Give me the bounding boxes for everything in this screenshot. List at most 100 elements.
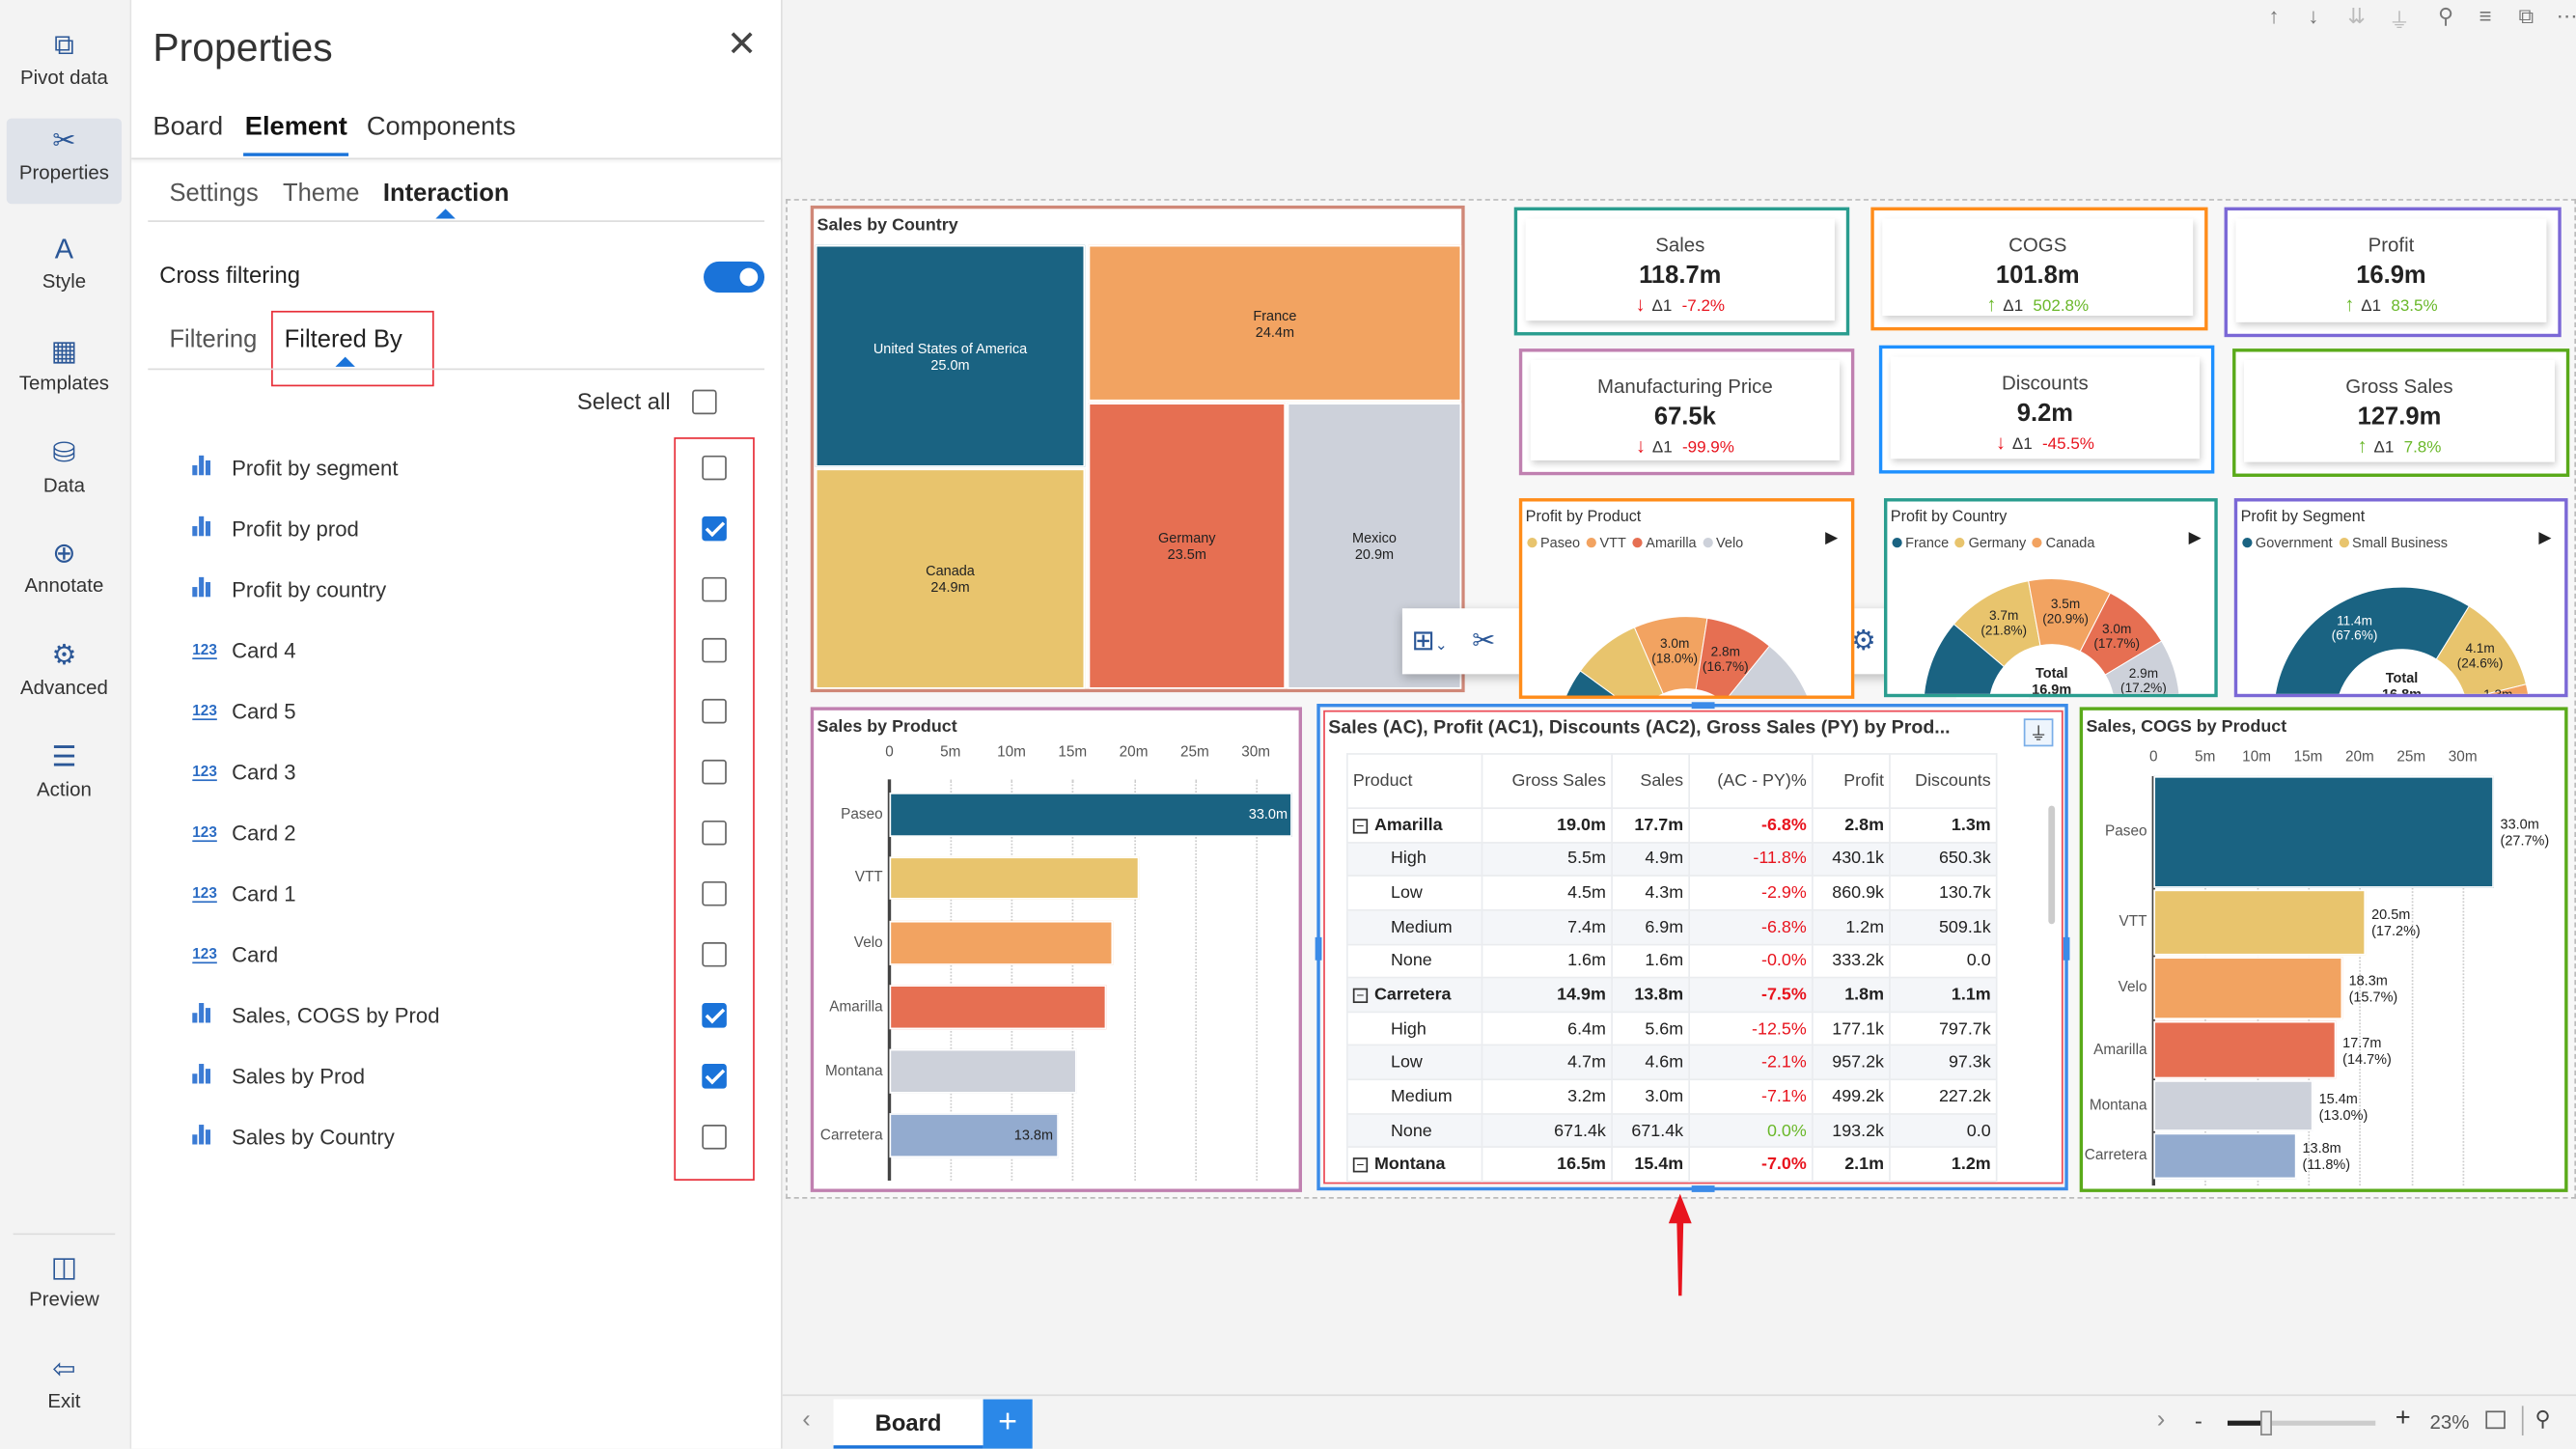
add-widget-icon[interactable]: ⊞⌄: [1411, 625, 1448, 656]
bar[interactable]: [2153, 775, 2494, 888]
resize-handle[interactable]: [1691, 702, 1715, 710]
donut-chart[interactable]: Profit by Product Paseo VTT Amarilla Velo ▶ 3.…: [1518, 498, 1855, 699]
rail-item-action[interactable]: ☰ Action: [7, 735, 122, 821]
column-header[interactable]: Discounts: [1889, 753, 1998, 810]
rail-item-preview[interactable]: ◫ Preview: [7, 1244, 122, 1330]
filter-item-checkbox[interactable]: [702, 637, 727, 663]
legend-item[interactable]: Amarilla: [1632, 535, 1697, 551]
bar[interactable]: [2153, 1132, 2296, 1180]
sales-by-product-chart[interactable]: Sales by Product 0 5m 10m 15m 20m 25m 30m Paseo 3…: [810, 707, 1303, 1192]
bar[interactable]: [889, 1113, 1059, 1158]
sales-cogs-by-product-chart[interactable]: Sales, COGS by Product 0 5m 10m 15m 20m 25m 30m…: [2079, 707, 2568, 1192]
tab-board-page[interactable]: Board: [833, 1399, 983, 1449]
bar[interactable]: [889, 856, 1140, 900]
legend-next-icon[interactable]: ▶: [2188, 529, 2202, 548]
tab-filtering[interactable]: Filtering: [169, 325, 258, 354]
legend-item[interactable]: France: [1892, 535, 1949, 551]
table-row[interactable]: − Amarilla 19.0m 17.7m -6.8% 2.8m 1.3m: [1345, 807, 1998, 844]
legend-item[interactable]: Small Business: [2339, 535, 2448, 551]
filter-item-checkbox[interactable]: [702, 759, 727, 785]
tab-board[interactable]: Board: [152, 113, 224, 142]
properties-icon[interactable]: ✂: [1472, 625, 1496, 656]
bar[interactable]: [2153, 889, 2366, 956]
table-row[interactable]: Low 4.5m 4.3m -2.9% 860.9k 130.7k: [1345, 875, 1998, 911]
zoom-in-button[interactable]: +: [2395, 1404, 2411, 1433]
move-down-icon[interactable]: ↓: [2308, 3, 2319, 28]
resize-handle[interactable]: [2063, 936, 2070, 961]
legend-item[interactable]: Germany: [1955, 535, 2026, 551]
zoom-out-button[interactable]: -: [2194, 1407, 2202, 1435]
move-bottom-icon[interactable]: ⇊: [2347, 3, 2366, 28]
legend-item[interactable]: VTT: [1586, 535, 1626, 551]
bar[interactable]: [2153, 1080, 2313, 1131]
legend-next-icon[interactable]: ▶: [1825, 529, 1839, 548]
prev-page-icon[interactable]: ‹: [802, 1406, 811, 1435]
rail-item-data[interactable]: ⛁ Data: [7, 431, 122, 516]
rail-item-properties[interactable]: ✂ Properties: [6, 118, 123, 205]
filter-icon[interactable]: ≡: [2479, 3, 2492, 28]
table-widget[interactable]: Sales (AC), Profit (AC1), Discounts (AC2…: [1323, 710, 2064, 1184]
table-row[interactable]: None 671.4k 671.4k 0.0% 193.2k 0.0: [1345, 1112, 1998, 1149]
table-row[interactable]: Medium 7.4m 6.9m -6.8% 1.2m 509.1k: [1345, 908, 1998, 945]
table-row[interactable]: − Montana 16.5m 15.4m -7.0% 2.1m 1.2m: [1345, 1146, 1998, 1183]
treemap-cell[interactable]: United States of America 25.0m: [815, 244, 1086, 467]
settings-icon[interactable]: ⚙: [1850, 625, 1876, 656]
kpi-card[interactable]: COGS 101.8m ↑ Δ1 502.8%: [1870, 207, 2208, 331]
bar[interactable]: [889, 1048, 1078, 1094]
column-header[interactable]: Sales: [1610, 753, 1690, 810]
cross-filtering-toggle[interactable]: [704, 261, 765, 293]
subtab-theme[interactable]: Theme: [282, 179, 360, 208]
table-row[interactable]: High 6.4m 5.6m -12.5% 177.1k 797.7k: [1345, 1011, 1998, 1047]
bar[interactable]: [889, 920, 1114, 965]
table-row[interactable]: − Carretera 14.9m 13.8m -7.5% 1.8m 1.1m: [1345, 977, 1998, 1013]
fit-page-icon[interactable]: [2485, 1410, 2506, 1430]
bar[interactable]: [2153, 957, 2342, 1020]
bar[interactable]: [2153, 1020, 2337, 1079]
zoom-slider[interactable]: [2227, 1410, 2376, 1435]
collapse-icon[interactable]: −: [1352, 988, 1369, 1004]
tab-components[interactable]: Components: [366, 113, 516, 142]
table-row[interactable]: Low 4.7m 4.6m -2.1% 957.2k 97.3k: [1345, 1045, 1998, 1081]
next-page-icon[interactable]: ›: [2156, 1406, 2166, 1435]
move-up-icon[interactable]: ↑: [2268, 3, 2280, 28]
collapse-icon[interactable]: −: [1352, 1157, 1369, 1173]
legend-item[interactable]: Government: [2242, 535, 2333, 551]
legend-item[interactable]: Canada: [2033, 535, 2094, 551]
treemap-cell[interactable]: Germany 23.5m: [1088, 403, 1286, 689]
rail-item-exit[interactable]: ⇦ Exit: [7, 1347, 122, 1433]
resize-handle[interactable]: [1315, 936, 1322, 961]
rail-item-pivot-data[interactable]: ⧉ Pivot data: [7, 23, 122, 109]
unpin-icon[interactable]: ⚲: [2534, 1406, 2551, 1431]
filter-item-checkbox[interactable]: [702, 880, 727, 906]
subtab-settings[interactable]: Settings: [169, 179, 259, 208]
kpi-card[interactable]: Discounts 9.2m ↓ Δ1 -45.5%: [1878, 345, 2215, 474]
filter-item-checkbox[interactable]: [702, 698, 727, 724]
treemap-widget[interactable]: Sales by Country United States of Americ…: [810, 205, 1465, 693]
scrollbar[interactable]: [2048, 805, 2056, 925]
filter-item-checkbox[interactable]: [702, 820, 727, 846]
legend-item[interactable]: Paseo: [1527, 535, 1580, 551]
filter-item-checkbox[interactable]: [702, 941, 727, 967]
table-row[interactable]: None 1.6m 1.6m -0.0% 333.2k 0.0: [1345, 942, 1998, 979]
kpi-card[interactable]: Gross Sales 127.9m ↑ Δ1 7.8%: [2232, 348, 2570, 477]
collapse-icon[interactable]: −: [1352, 818, 1369, 834]
drill-down-icon[interactable]: ⏚: [2023, 718, 2054, 747]
filter-item-checkbox[interactable]: [702, 576, 727, 602]
close-icon[interactable]: ✕: [726, 22, 758, 65]
pin-icon[interactable]: ⚲: [2437, 3, 2454, 28]
select-all-checkbox[interactable]: [692, 389, 717, 415]
treemap-cell[interactable]: France 24.4m: [1088, 244, 1462, 402]
subtab-interaction[interactable]: Interaction: [382, 179, 510, 208]
rail-item-style[interactable]: A Style: [7, 227, 122, 313]
column-header[interactable]: (AC - PY)%: [1688, 753, 1814, 810]
legend-next-icon[interactable]: ▶: [2538, 529, 2552, 548]
donut-chart[interactable]: Profit by Segment Government Small Busines…: [2233, 498, 2568, 698]
filter-item-checkbox[interactable]: [702, 516, 727, 542]
bar[interactable]: [889, 985, 1106, 1030]
filter-item-checkbox[interactable]: [702, 1064, 727, 1089]
rail-item-advanced[interactable]: ⚙ Advanced: [7, 633, 122, 719]
legend-item[interactable]: Velo: [1703, 535, 1743, 551]
column-header[interactable]: Gross Sales: [1482, 753, 1613, 810]
tab-element[interactable]: Element: [244, 113, 347, 142]
rail-item-annotate[interactable]: ⊕ Annotate: [7, 531, 122, 617]
